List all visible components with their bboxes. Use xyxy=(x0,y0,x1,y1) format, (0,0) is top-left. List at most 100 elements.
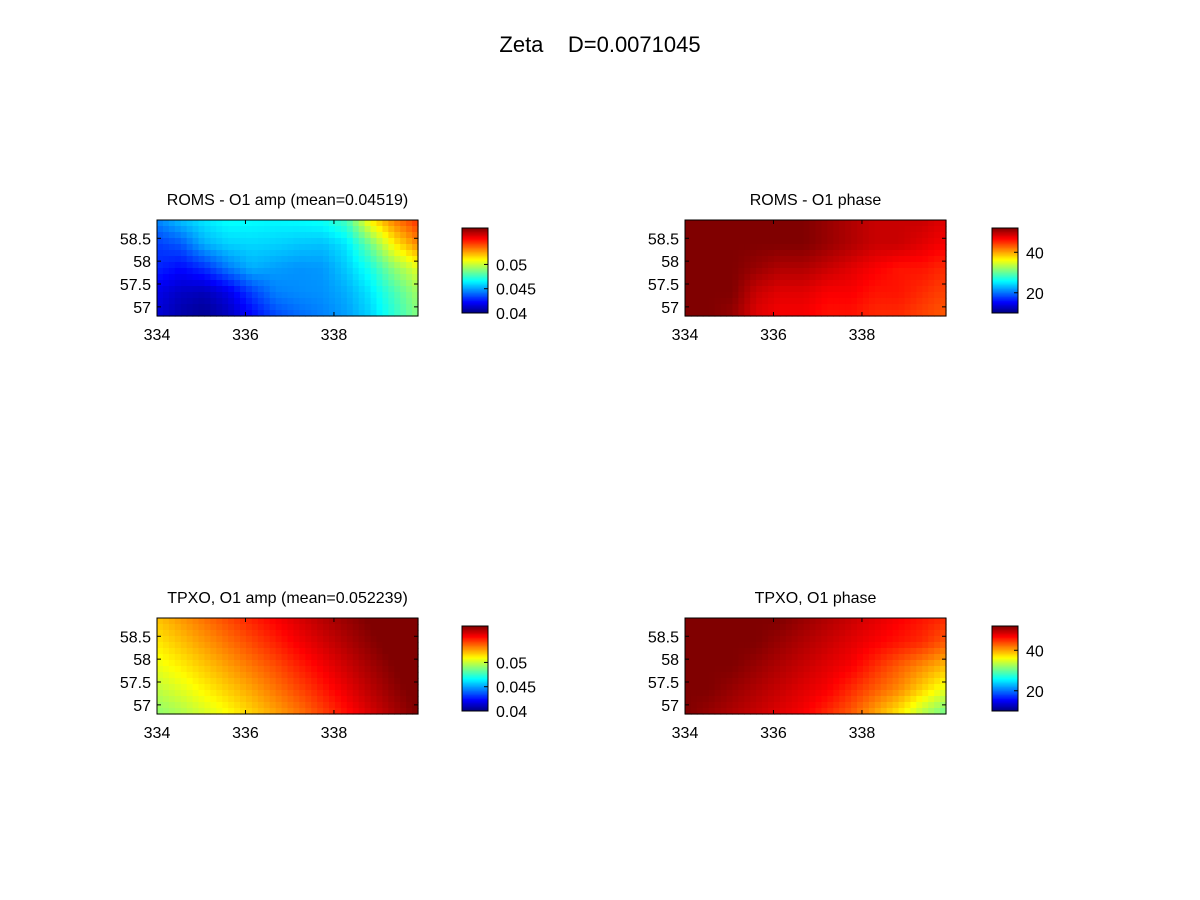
heatmap-cell xyxy=(257,708,265,715)
colorbar-swatch xyxy=(462,703,488,705)
heatmap-cell xyxy=(234,232,241,239)
heatmap-cell xyxy=(880,708,888,715)
heatmap-cell xyxy=(299,678,306,685)
heatmap-cell xyxy=(720,256,728,263)
heatmap-cell xyxy=(269,298,277,305)
heatmap-cell xyxy=(833,292,840,299)
heatmap-cell xyxy=(803,678,811,685)
heatmap-cell xyxy=(685,262,692,269)
heatmap-cell xyxy=(305,250,312,257)
colorbar-swatch xyxy=(462,303,488,306)
heatmap-cell xyxy=(868,238,876,245)
heatmap-cell xyxy=(940,292,947,299)
heatmap-cell xyxy=(785,672,793,679)
heatmap-cell xyxy=(833,238,840,245)
heatmap-cell xyxy=(785,690,793,697)
colorbar-swatch xyxy=(992,287,1018,290)
heatmap-cell xyxy=(210,696,217,703)
heatmap-cell xyxy=(157,226,164,233)
heatmap-cell xyxy=(370,696,378,703)
heatmap-cell xyxy=(839,684,846,691)
heatmap-cell xyxy=(263,274,271,281)
y-tick-label: 58.5 xyxy=(648,629,679,646)
heatmap-cell xyxy=(779,696,787,703)
colorbar-swatch xyxy=(992,647,1018,650)
heatmap-cell xyxy=(180,660,188,667)
heatmap-cell xyxy=(198,226,206,233)
heatmap-cell xyxy=(204,678,211,685)
heatmap-cell xyxy=(394,648,401,655)
heatmap-cell xyxy=(157,268,164,275)
colorbar-swatch xyxy=(992,238,1018,241)
heatmap-cell xyxy=(868,618,876,625)
heatmap-cell xyxy=(311,220,318,227)
heatmap-cell xyxy=(762,244,769,251)
heatmap-cell xyxy=(293,256,300,263)
heatmap-cell xyxy=(880,666,888,673)
heatmap-cell xyxy=(851,618,858,625)
heatmap-cell xyxy=(382,298,389,305)
colorbar-swatch xyxy=(462,691,488,693)
heatmap-cell xyxy=(910,648,917,655)
heatmap-cell xyxy=(791,256,799,263)
heatmap-cell xyxy=(228,286,235,293)
heatmap-cell xyxy=(910,696,917,703)
heatmap-cell xyxy=(157,618,164,625)
heatmap-cell xyxy=(376,238,384,245)
heatmap-cell xyxy=(738,232,745,239)
heatmap-cell xyxy=(744,226,751,233)
heatmap-cell xyxy=(234,280,241,287)
colorbar-swatch xyxy=(462,258,488,261)
heatmap-cell xyxy=(370,702,378,709)
heatmap-cell xyxy=(311,666,318,673)
heatmap-cell xyxy=(168,666,176,673)
heatmap-cell xyxy=(394,696,401,703)
heatmap-cell xyxy=(358,666,366,673)
heatmap-cell xyxy=(157,660,164,667)
heatmap-cell xyxy=(928,630,935,637)
colorbar-swatch xyxy=(462,659,488,662)
heatmap-cell xyxy=(329,268,336,275)
heatmap-cell xyxy=(827,696,834,703)
heatmap-cell xyxy=(809,708,817,715)
colorbar-swatch xyxy=(462,269,488,271)
heatmap-cell xyxy=(269,678,277,685)
heatmap-cell xyxy=(323,268,330,275)
heatmap-cell xyxy=(714,232,722,239)
heatmap-cell xyxy=(251,286,259,293)
heatmap-cell xyxy=(228,238,235,245)
x-tick-label: 334 xyxy=(144,725,171,742)
heatmap-cell xyxy=(886,268,894,275)
heatmap-cell xyxy=(168,292,176,299)
heatmap-cell xyxy=(180,232,188,239)
heatmap-cell xyxy=(762,672,769,679)
colorbar-swatch xyxy=(992,275,1018,278)
heatmap-cell xyxy=(340,672,348,679)
heatmap-cell xyxy=(898,286,906,293)
heatmap-cell xyxy=(281,636,289,643)
heatmap-cell xyxy=(690,654,698,661)
heatmap-cell xyxy=(779,292,787,299)
heatmap-cell xyxy=(916,238,923,245)
heatmap-cell xyxy=(257,672,265,679)
heatmap-cell xyxy=(251,238,259,245)
colorbar-swatch xyxy=(992,696,1018,699)
heatmap-cell xyxy=(756,226,763,233)
heatmap-cell xyxy=(162,654,170,661)
heatmap-cell xyxy=(732,708,739,715)
heatmap-cell xyxy=(192,220,200,227)
heatmap-cell xyxy=(874,696,882,703)
heatmap-cell xyxy=(851,268,858,275)
heatmap-cell xyxy=(168,232,176,239)
heatmap-cell xyxy=(281,648,289,655)
heatmap-cell xyxy=(827,220,834,227)
heatmap-cell xyxy=(340,666,348,673)
heatmap-cell xyxy=(833,298,840,305)
heatmap-cell xyxy=(340,280,348,287)
heatmap-cell xyxy=(904,274,912,281)
heatmap-cell xyxy=(762,630,769,637)
y-tick-label: 57.5 xyxy=(648,675,679,692)
heatmap-cell xyxy=(744,286,751,293)
heatmap-cell xyxy=(299,226,306,233)
heatmap-cell xyxy=(305,684,312,691)
